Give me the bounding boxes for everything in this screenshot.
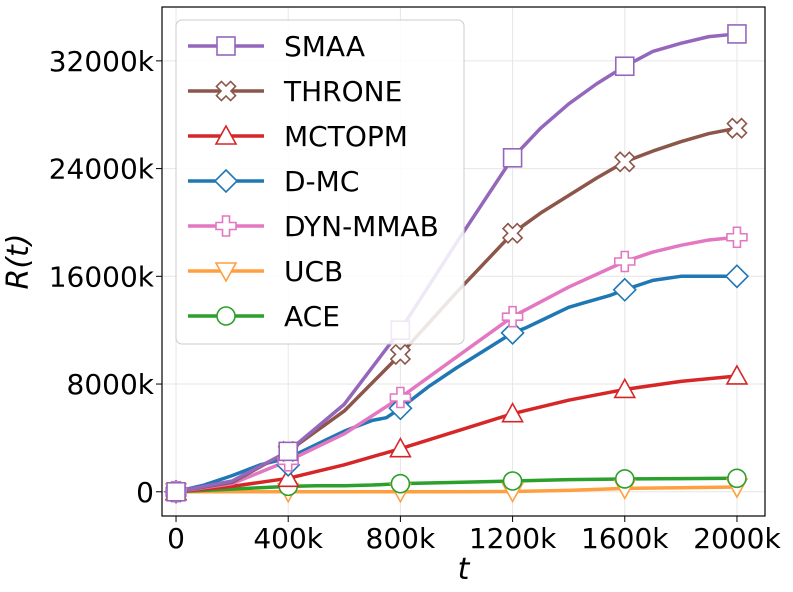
series-line-ace bbox=[174, 476, 739, 494]
data-point-ace bbox=[727, 468, 747, 489]
legend: SMAA THRONE MCTOPM D-MC DYN-MMAB UCB ACE bbox=[175, 19, 465, 345]
legend-label: DYN-MMAB bbox=[284, 210, 439, 243]
data-point-d-mc bbox=[724, 264, 750, 289]
data-point-dyn-mmab bbox=[501, 305, 524, 328]
data-point-mctopm bbox=[613, 377, 637, 399]
legend-box bbox=[175, 19, 465, 345]
data-point-dyn-mmab bbox=[389, 386, 412, 409]
data-point-smaa bbox=[614, 56, 635, 77]
data-point-throne bbox=[501, 222, 524, 244]
legend-item-smaa: SMAA bbox=[188, 30, 365, 63]
legend-marker bbox=[216, 36, 236, 56]
series-line-smaa bbox=[174, 32, 739, 494]
legend-item-d-mc: D-MC bbox=[188, 165, 359, 198]
y-tick-label: 8000k bbox=[67, 368, 155, 401]
x-tick-label: 400k bbox=[253, 522, 323, 555]
data-point-throne bbox=[726, 117, 748, 139]
y-tick-label: 16000k bbox=[49, 260, 155, 293]
series-line-ucb bbox=[174, 485, 739, 494]
x-tick-label: 1600k bbox=[581, 522, 669, 555]
data-point-smaa bbox=[278, 441, 299, 462]
legend-marker bbox=[215, 80, 237, 102]
legend-label: D-MC bbox=[284, 165, 359, 198]
legend-label: ACE bbox=[284, 300, 340, 333]
legend-label: UCB bbox=[284, 255, 343, 288]
plot-frame bbox=[161, 6, 766, 517]
legend-item-ace: ACE bbox=[188, 300, 340, 333]
y-tick-label: 0 bbox=[136, 476, 154, 509]
x-axis-label: t bbox=[458, 552, 471, 587]
data-point-ace bbox=[502, 471, 523, 491]
data-point-smaa bbox=[727, 24, 747, 44]
legend-label: SMAA bbox=[284, 30, 365, 63]
legend-marker bbox=[214, 124, 238, 145]
legend-item-mctopm: MCTOPM bbox=[188, 120, 408, 153]
x-tick-label: 800k bbox=[366, 522, 436, 555]
data-point-mctopm bbox=[276, 466, 300, 488]
legend-marker bbox=[216, 306, 236, 326]
x-tick-label: 2000k bbox=[693, 522, 781, 555]
legend-marker bbox=[215, 215, 237, 237]
series-markers bbox=[163, 24, 750, 504]
y-tick-label: 32000k bbox=[49, 45, 155, 78]
data-point-mctopm bbox=[501, 402, 524, 423]
legend-item-throne: THRONE bbox=[188, 75, 402, 108]
legend-item-dyn-mmab: DYN-MMAB bbox=[188, 210, 439, 243]
data-point-mctopm bbox=[725, 364, 749, 385]
legend-item-ucb: UCB bbox=[188, 255, 343, 288]
x-tick-label: 1200k bbox=[469, 522, 557, 555]
data-point-dyn-mmab bbox=[726, 226, 748, 249]
data-point-d-mc bbox=[612, 277, 637, 302]
y-tick-label: 24000k bbox=[49, 153, 155, 186]
data-point-ace bbox=[614, 469, 635, 489]
data-point-mctopm bbox=[389, 437, 412, 458]
legend-label: MCTOPM bbox=[284, 120, 408, 153]
legend-label: THRONE bbox=[283, 75, 402, 108]
data-point-d-mc bbox=[500, 320, 525, 345]
legend-marker bbox=[214, 262, 238, 283]
y-axis-label: R(t) bbox=[1, 233, 36, 289]
x-axis-ticks: 0 400k 800k 1200k 1600k 2000k bbox=[167, 516, 781, 555]
y-axis-ticks: 0 8000k 16000k 24000k 32000k bbox=[49, 45, 162, 509]
data-point-throne bbox=[614, 151, 636, 173]
x-tick-label: 0 bbox=[167, 522, 185, 555]
legend-marker bbox=[213, 168, 239, 194]
data-point-smaa bbox=[166, 481, 186, 502]
data-point-ace bbox=[390, 473, 411, 494]
series-line-mctopm bbox=[174, 374, 739, 494]
data-point-throne bbox=[389, 343, 412, 366]
data-point-dyn-mmab bbox=[613, 250, 636, 273]
data-point-smaa bbox=[502, 148, 523, 168]
